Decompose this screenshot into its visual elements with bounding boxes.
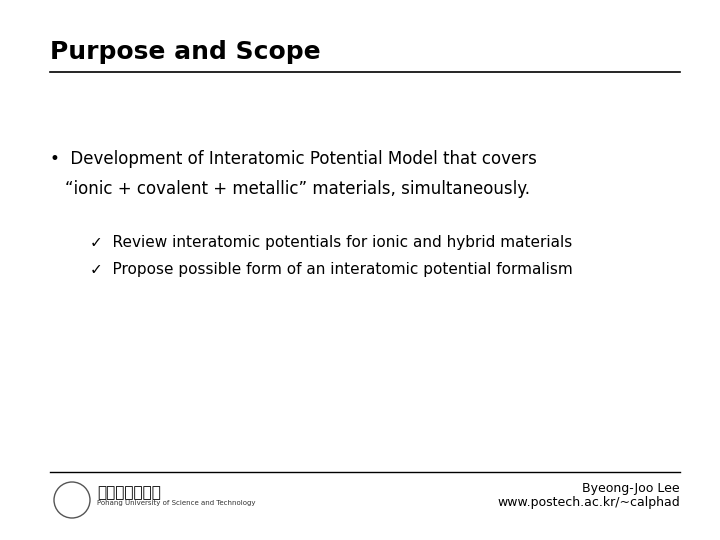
Text: Pohang University of Science and Technology: Pohang University of Science and Technol… <box>97 500 256 506</box>
Text: Byeong-Joo Lee: Byeong-Joo Lee <box>582 482 680 495</box>
Text: ✓  Review interatomic potentials for ionic and hybrid materials: ✓ Review interatomic potentials for ioni… <box>90 235 572 250</box>
Text: “ionic + covalent + metallic” materials, simultaneously.: “ionic + covalent + metallic” materials,… <box>65 180 530 198</box>
Text: www.postech.ac.kr/~calphad: www.postech.ac.kr/~calphad <box>498 496 680 509</box>
Text: 포항공과대학교: 포항공과대학교 <box>97 485 161 500</box>
Text: ✓  Propose possible form of an interatomic potential formalism: ✓ Propose possible form of an interatomi… <box>90 262 572 277</box>
Text: •  Development of Interatomic Potential Model that covers: • Development of Interatomic Potential M… <box>50 150 537 168</box>
Text: Purpose and Scope: Purpose and Scope <box>50 40 320 64</box>
